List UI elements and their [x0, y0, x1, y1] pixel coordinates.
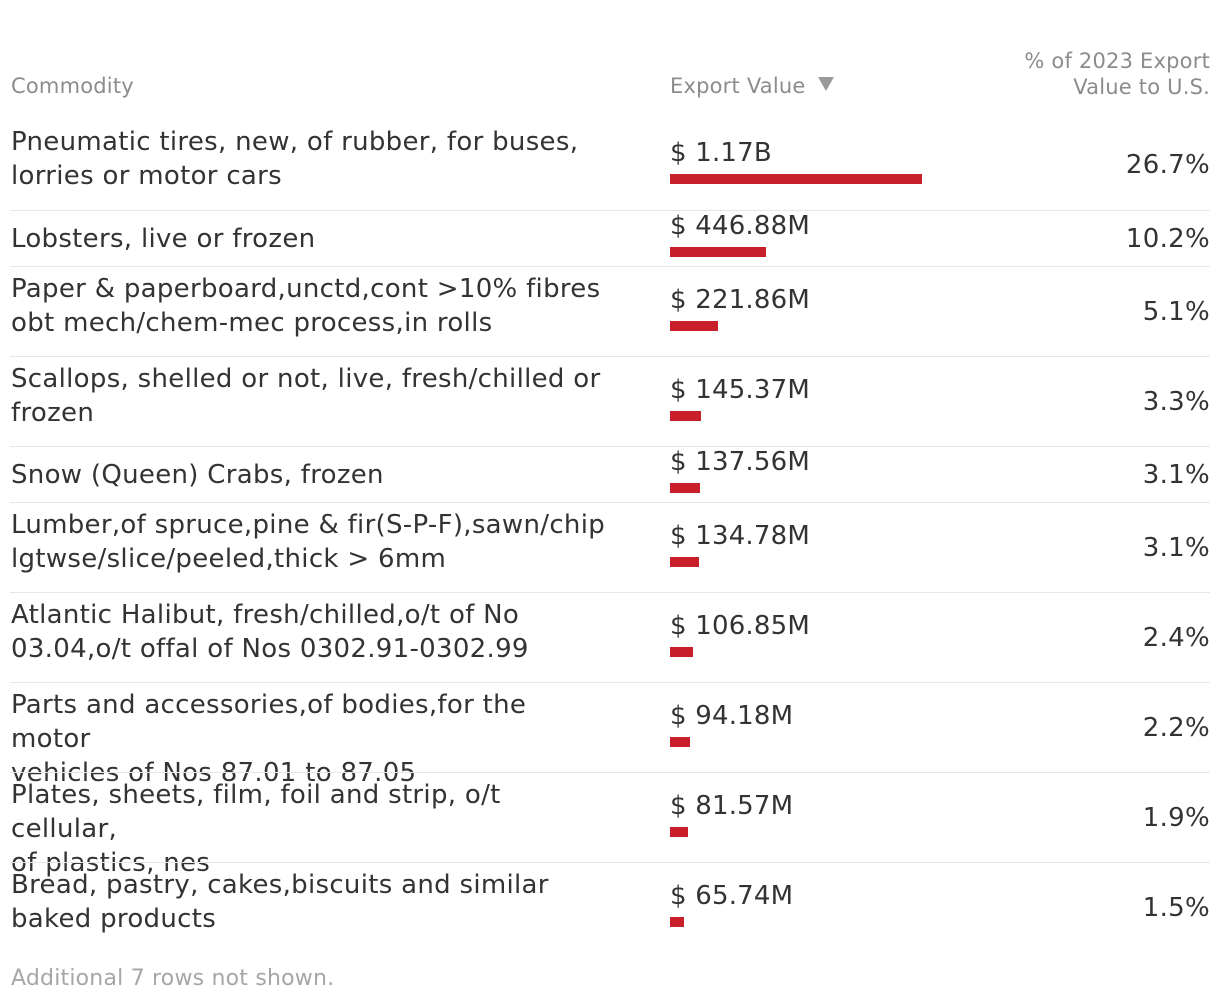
export-value-cell: $ 94.18M [670, 683, 970, 772]
commodity-name-line: Lumber,of spruce,pine & fir(S-P-F),sawn/… [11, 510, 606, 540]
table-row[interactable]: Plates, sheets, film, foil and strip, o/… [10, 772, 1210, 878]
commodity-name-line: Paper & paperboard,unctd,cont >10% fibre… [11, 274, 601, 304]
percent-of-export-value: 10.2% [1125, 224, 1210, 254]
percent-of-export-value: 3.1% [1142, 533, 1210, 563]
export-value-bar[interactable] [670, 647, 693, 657]
table-row[interactable]: Pneumatic tires, new, of rubber, for bus… [10, 120, 1210, 210]
column-header-export-value-label: Export Value [670, 74, 806, 98]
percent-of-export-value: 1.9% [1142, 803, 1210, 833]
export-value-cell: $ 134.78M [670, 503, 970, 592]
footnote-rows-not-shown: Additional 7 rows not shown. [11, 966, 335, 991]
table-row[interactable]: Atlantic Halibut, fresh/chilled,o/t of N… [10, 592, 1210, 682]
percent-of-export-value: 2.4% [1142, 623, 1210, 653]
column-header-percent-line2: Value to U.S. [1073, 75, 1210, 99]
table-row[interactable]: Lobsters, live or frozen $ 446.88M 10.2% [10, 210, 1210, 266]
commodity-name-line: Atlantic Halibut, fresh/chilled,o/t of N… [11, 600, 520, 630]
commodity-name: Scallops, shelled or not, live, fresh/ch… [11, 362, 611, 430]
commodity-name: Parts and accessories,of bodies,for the … [11, 688, 611, 790]
commodity-name-line: Snow (Queen) Crabs, frozen [11, 460, 384, 490]
table-row[interactable]: Parts and accessories,of bodies,for the … [10, 682, 1210, 788]
column-header-percent[interactable]: % of 2023 Export Value to U.S. [950, 48, 1210, 100]
sort-descending-icon[interactable] [817, 77, 834, 91]
table-row[interactable]: Bread, pastry, cakes,biscuits and simila… [10, 862, 1210, 952]
export-value-cell: $ 145.37M [670, 357, 970, 446]
commodity-name: Snow (Queen) Crabs, frozen [11, 458, 611, 492]
export-value-label: $ 81.57M [670, 791, 794, 821]
commodity-name-line: obt mech/chem-mec process,in rolls [11, 308, 493, 338]
export-value-label: $ 137.56M [670, 447, 811, 477]
export-value-label: $ 134.78M [670, 521, 811, 551]
export-value-bar[interactable] [670, 411, 701, 421]
commodity-name-line: Parts and accessories,of bodies,for the … [11, 690, 527, 754]
export-value-cell: $ 1.17B [670, 120, 970, 210]
export-value-cell: $ 65.74M [670, 863, 970, 952]
percent-of-export-value: 26.7% [1125, 150, 1210, 180]
column-header-commodity[interactable]: Commodity [11, 74, 134, 98]
percent-of-export-value: 5.1% [1142, 297, 1210, 327]
commodity-name: Lobsters, live or frozen [11, 222, 611, 256]
export-value-label: $ 145.37M [670, 375, 811, 405]
export-value-cell: $ 137.56M [670, 447, 970, 502]
export-value-cell: $ 81.57M [670, 773, 970, 862]
commodity-name-line: Pneumatic tires, new, of rubber, for bus… [11, 127, 579, 157]
commodity-name-line: Scallops, shelled or not, live, fresh/ch… [11, 364, 601, 394]
commodity-name-line: lorries or motor cars [11, 161, 282, 191]
table-header: Commodity Export Value % of 2023 Export … [0, 0, 1220, 120]
export-value-bar[interactable] [670, 917, 684, 927]
export-value-label: $ 65.74M [670, 881, 794, 911]
table-row[interactable]: Scallops, shelled or not, live, fresh/ch… [10, 356, 1210, 446]
export-value-label: $ 94.18M [670, 701, 794, 731]
table-row[interactable]: Lumber,of spruce,pine & fir(S-P-F),sawn/… [10, 502, 1210, 592]
percent-of-export-value: 2.2% [1142, 713, 1210, 743]
commodity-name: Plates, sheets, film, foil and strip, o/… [11, 778, 611, 880]
commodity-name: Lumber,of spruce,pine & fir(S-P-F),sawn/… [11, 508, 611, 576]
export-value-bar[interactable] [670, 737, 690, 747]
commodity-name: Pneumatic tires, new, of rubber, for bus… [11, 125, 611, 193]
export-value-bar[interactable] [670, 247, 766, 257]
commodity-name-line: vehicles of Nos 87.01 to 87.05 [11, 758, 417, 788]
export-value-bar[interactable] [670, 827, 688, 837]
commodity-name: Paper & paperboard,unctd,cont >10% fibre… [11, 272, 611, 340]
percent-of-export-value: 3.1% [1142, 460, 1210, 490]
export-value-bar[interactable] [670, 321, 718, 331]
table-body: Pneumatic tires, new, of rubber, for bus… [10, 120, 1210, 952]
commodity-name-line: 03.04,o/t offal of Nos 0302.91-0302.99 [11, 634, 529, 664]
table-row[interactable]: Paper & paperboard,unctd,cont >10% fibre… [10, 266, 1210, 356]
percent-of-export-value: 1.5% [1142, 893, 1210, 923]
percent-of-export-value: 3.3% [1142, 387, 1210, 417]
export-value-cell: $ 221.86M [670, 267, 970, 356]
export-value-bar[interactable] [670, 557, 699, 567]
commodity-name-line: lgtwse/slice/peeled,thick > 6mm [11, 544, 447, 574]
commodity-name-line: Plates, sheets, film, foil and strip, o/… [11, 780, 501, 844]
export-value-label: $ 221.86M [670, 285, 811, 315]
commodity-name-line: Bread, pastry, cakes,biscuits and simila… [11, 870, 549, 900]
column-header-export-value[interactable]: Export Value [670, 74, 834, 98]
commodity-name-line: of plastics, nes [11, 848, 211, 878]
commodity-name-line: frozen [11, 398, 95, 428]
commodity-name-line: baked products [11, 904, 217, 934]
export-value-cell: $ 106.85M [670, 593, 970, 682]
export-value-bar[interactable] [670, 483, 700, 493]
table-row[interactable]: Snow (Queen) Crabs, frozen $ 137.56M 3.1% [10, 446, 1210, 502]
export-value-label: $ 1.17B [670, 138, 772, 168]
export-value-label: $ 446.88M [670, 211, 811, 241]
commodity-name: Bread, pastry, cakes,biscuits and simila… [11, 868, 611, 936]
export-value-label: $ 106.85M [670, 611, 811, 641]
export-value-bar[interactable] [670, 174, 922, 184]
commodity-name-line: Lobsters, live or frozen [11, 224, 316, 254]
export-value-cell: $ 446.88M [670, 211, 970, 266]
commodity-name: Atlantic Halibut, fresh/chilled,o/t of N… [11, 598, 611, 666]
column-header-percent-line1: % of 2023 Export [1024, 49, 1210, 73]
